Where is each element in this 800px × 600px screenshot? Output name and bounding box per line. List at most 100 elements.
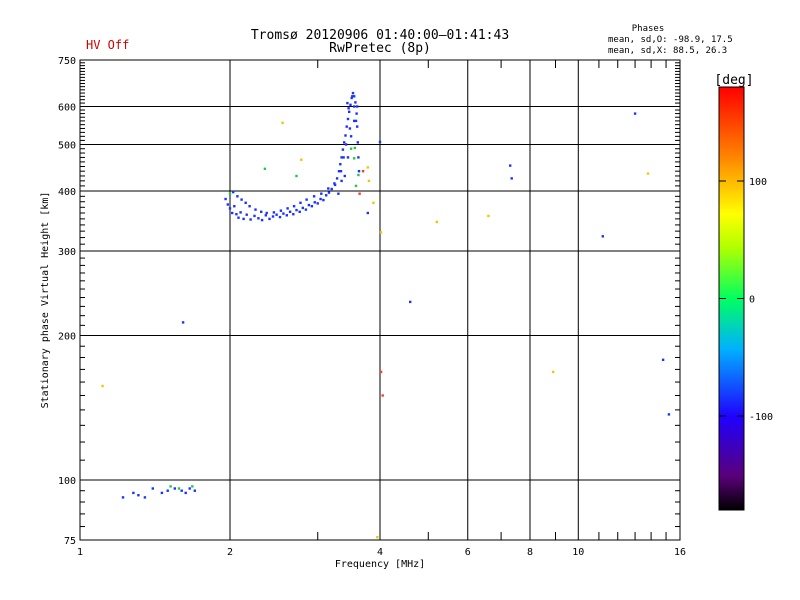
x-tick-label: 2: [227, 547, 233, 558]
data-point: [340, 179, 343, 183]
data-point: [348, 127, 352, 130]
data-point: [260, 210, 263, 213]
y-axis-label: Stationary phase Virtual Height [km]: [40, 192, 51, 409]
data-point: [244, 201, 247, 204]
data-point: [339, 163, 342, 166]
data-point: [101, 384, 104, 388]
data-point: [292, 205, 296, 208]
data-point: [343, 141, 346, 144]
colorbar-tick-label: 100: [749, 177, 767, 188]
data-point: [350, 96, 353, 100]
data-point: [180, 489, 183, 492]
data-point: [341, 148, 345, 151]
data-point: [349, 135, 353, 138]
data-point: [333, 183, 337, 187]
data-point: [160, 491, 164, 495]
data-point: [348, 110, 351, 113]
data-point: [353, 105, 356, 108]
data-point: [372, 201, 375, 204]
y-tick-label: 200: [58, 332, 76, 343]
data-point: [184, 491, 187, 495]
data-point: [307, 203, 311, 207]
data-point: [551, 370, 555, 374]
data-point: [177, 487, 181, 490]
data-point: [249, 218, 252, 221]
data-point: [312, 195, 316, 198]
data-point: [343, 174, 346, 178]
data-point: [191, 485, 194, 488]
data-point: [355, 112, 358, 115]
data-point: [181, 321, 185, 324]
data-point: [327, 191, 331, 194]
data-point: [265, 211, 268, 215]
data-point: [349, 147, 353, 150]
y-tick-labels: 75 100 200 300 400 500 600 750: [58, 56, 76, 547]
data-point: [366, 166, 369, 169]
data-point: [301, 206, 304, 210]
x-tick-label: 10: [572, 547, 584, 558]
data-point: [299, 201, 302, 204]
data-point: [346, 156, 350, 159]
data-point: [487, 214, 490, 218]
data-point: [235, 213, 238, 216]
data-point: [342, 156, 345, 159]
data-point: [330, 187, 333, 191]
colorbar-tick-label: -100: [749, 412, 773, 423]
stats-line-o: mean, sd,O: -98.9, 17.5: [608, 35, 733, 45]
data-point: [351, 91, 355, 95]
data-point: [356, 105, 359, 108]
chart-subtitle: RwPretec (8p): [329, 41, 431, 56]
data-point: [193, 489, 196, 492]
data-point: [173, 487, 176, 490]
data-point: [357, 170, 361, 173]
x-tick-label: 8: [527, 547, 533, 558]
data-point: [381, 394, 384, 397]
data-point: [633, 112, 637, 115]
data-point: [322, 198, 325, 202]
data-point: [353, 157, 356, 160]
data-point: [236, 195, 239, 198]
data-point: [245, 213, 248, 216]
data-point: [268, 217, 271, 221]
data-point: [356, 141, 359, 144]
data-point: [325, 194, 328, 197]
data-point: [295, 174, 298, 178]
data-point: [305, 198, 308, 201]
y-tick-label: 400: [58, 187, 76, 198]
data-point: [242, 217, 245, 221]
axis-ticks: [80, 60, 680, 540]
data-point: [357, 156, 360, 159]
data-point: [353, 95, 356, 98]
data-point: [667, 413, 671, 416]
data-point: [510, 177, 513, 180]
data-point: [188, 487, 191, 490]
y-tick-label: 75: [64, 536, 76, 547]
data-point: [361, 170, 365, 173]
data-point: [353, 119, 356, 123]
data-point: [327, 187, 330, 190]
data-point: [378, 140, 382, 144]
data-point: [601, 235, 604, 238]
data-point: [228, 207, 232, 210]
grid-lines: [80, 60, 680, 540]
data-point: [347, 107, 350, 110]
data-point: [435, 220, 438, 224]
data-point: [353, 146, 356, 150]
data-point: [286, 207, 289, 210]
data-point: [346, 117, 350, 121]
x-tick-label: 16: [674, 547, 686, 558]
data-point: [300, 158, 303, 161]
data-point: [240, 198, 243, 201]
data-point: [137, 494, 140, 497]
data-point: [366, 211, 369, 215]
data-point: [344, 134, 347, 137]
data-point: [226, 203, 229, 206]
data-point: [661, 358, 665, 361]
data-point: [646, 172, 650, 175]
data-point: [379, 370, 383, 374]
data-point: [233, 205, 236, 208]
data-point: [345, 125, 348, 128]
colorbar-tick-label: 0: [749, 295, 755, 306]
data-point: [313, 201, 316, 204]
